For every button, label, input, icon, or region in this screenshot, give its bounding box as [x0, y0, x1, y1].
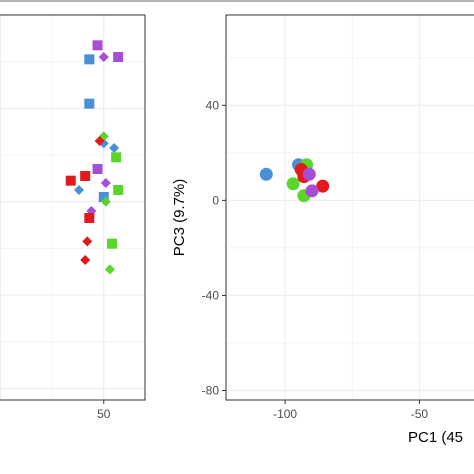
data-point-diamond-green — [100, 196, 111, 207]
y-axis-title: PC3 (9.7%) — [171, 179, 188, 257]
panel-border — [0, 14, 146, 401]
data-point-diamond-blue — [109, 143, 120, 153]
data-point-diamond-red — [80, 255, 91, 265]
data-point-square-purple — [113, 52, 124, 62]
data-point-square-blue — [84, 98, 95, 109]
data-point-diamond-red — [94, 136, 105, 146]
data-point-diamond-purple — [98, 52, 109, 62]
data-point-square-blue — [84, 54, 95, 65]
y-tick-label: 40 — [206, 98, 220, 112]
data-point-circle-green — [286, 177, 300, 191]
right-panel: -100 -50 40 0 -40 -80 PC3 (9.7%) PC1 (45 — [171, 14, 474, 446]
x-tick-label: 50 — [97, 407, 111, 421]
data-point-circle-purple — [302, 167, 316, 181]
data-point-square-blue — [98, 192, 109, 202]
data-point-circle-red — [316, 179, 330, 193]
x-tick-label: -50 — [411, 407, 429, 421]
data-point-square-green — [113, 185, 124, 195]
data-point-square-red — [80, 171, 91, 181]
data-point-diamond-purple — [100, 178, 111, 188]
data-point-square-purple — [92, 40, 103, 51]
data-point-square-purple — [92, 164, 103, 174]
x-axis-title: PC1 (45 — [408, 429, 463, 446]
data-point-diamond-green — [104, 264, 115, 275]
y-tick-label: 0 — [212, 193, 219, 207]
data-point-square-green — [107, 238, 117, 249]
data-point-diamond-blue — [74, 185, 84, 195]
y-tick-label: -80 — [202, 383, 220, 397]
panel-border — [225, 14, 474, 401]
data-point-square-green — [111, 152, 122, 163]
data-point-square-red — [84, 213, 95, 223]
data-point-diamond-red — [82, 236, 93, 247]
data-point-square-red — [65, 175, 76, 186]
y-tick-label: -40 — [202, 288, 220, 302]
data-point-circle-purple — [305, 184, 319, 198]
data-point-circle-blue — [259, 167, 273, 181]
x-tick-label: -100 — [273, 407, 297, 421]
left-panel: 50 — [0, 14, 146, 421]
